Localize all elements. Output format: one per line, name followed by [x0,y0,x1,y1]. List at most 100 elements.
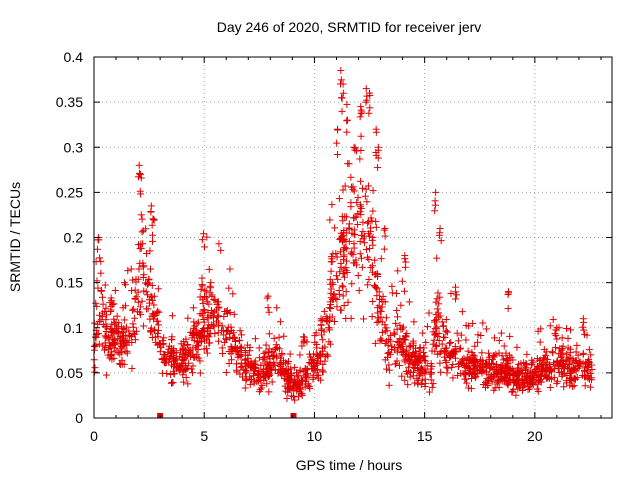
data-point [223,306,231,314]
data-point [304,380,312,388]
data-point [196,369,204,377]
data-point [136,259,144,267]
data-point [265,330,273,338]
data-point [402,348,410,356]
data-point [213,317,221,325]
data-point [182,373,190,381]
data-point [554,377,562,385]
data-point [348,280,356,288]
data-point [451,295,459,303]
data-point [568,369,576,377]
data-point [215,240,223,248]
data-point [496,364,504,372]
data-point [334,151,342,159]
data-point [580,326,588,334]
data-point [97,269,105,277]
data-point [571,366,579,374]
data-point [296,351,304,359]
data-point [365,218,373,226]
data-point [206,289,214,297]
data-point [154,285,162,293]
data-point [343,100,351,108]
data-point [198,274,206,282]
data-point [150,216,158,224]
data-point [270,352,278,360]
data-point [585,358,593,366]
data-point [175,363,183,371]
data-point [363,198,371,206]
data-point [332,272,340,280]
data-point [587,351,595,359]
data-point [502,362,510,370]
data-point [428,383,436,391]
data-point [343,245,351,253]
data-point [371,339,379,347]
data-point [461,375,469,383]
data-point [340,302,348,310]
data-point [571,375,579,383]
data-point [179,371,187,379]
data-point [233,366,241,374]
data-point [226,265,234,273]
data-point [131,294,139,302]
data-point [293,369,301,377]
data-point [202,294,210,302]
data-point [368,236,376,244]
data-point [140,322,148,330]
data-point [483,374,491,382]
data-point [95,340,103,348]
data-point [357,110,365,118]
data-point [558,362,566,370]
data-point [343,257,351,265]
data-point [193,328,201,336]
data-point [135,161,143,169]
data-point [109,335,117,343]
data-point [234,353,242,361]
data-point [262,374,270,382]
data-point [343,128,351,136]
data-point [471,364,479,372]
data-point [207,321,215,329]
data-point [280,332,288,340]
data-point [357,103,365,111]
data-point [355,287,363,295]
data-point [485,376,493,384]
data-point [199,296,207,304]
data-point [400,287,408,295]
data-point [316,351,324,359]
data-point [567,326,575,334]
data-point [489,352,497,360]
data-point [231,343,239,351]
data-point [362,85,370,93]
data-point [435,329,443,337]
data-point [448,363,456,371]
data-point [206,282,214,290]
data-point [226,333,234,341]
data-point [434,289,442,297]
data-point [112,326,120,334]
data-point [295,393,303,401]
data-point [339,292,347,300]
data-point [463,379,471,387]
data-point [260,349,268,357]
data-point [498,352,506,360]
data-point [583,368,591,376]
data-point [442,327,450,335]
data-point [176,366,184,374]
data-point [514,381,522,389]
data-point [527,375,535,383]
data-point [398,372,406,380]
data-point [500,368,508,376]
data-point [120,342,128,350]
data-point [342,213,350,221]
data-point [328,255,336,263]
data-point [185,359,193,367]
data-point [382,314,390,322]
data-point [334,275,342,283]
data-point [431,207,439,215]
data-point [347,314,355,322]
data-point [351,144,359,152]
data-point [201,243,209,251]
data-point [504,290,512,298]
data-point [491,334,499,342]
